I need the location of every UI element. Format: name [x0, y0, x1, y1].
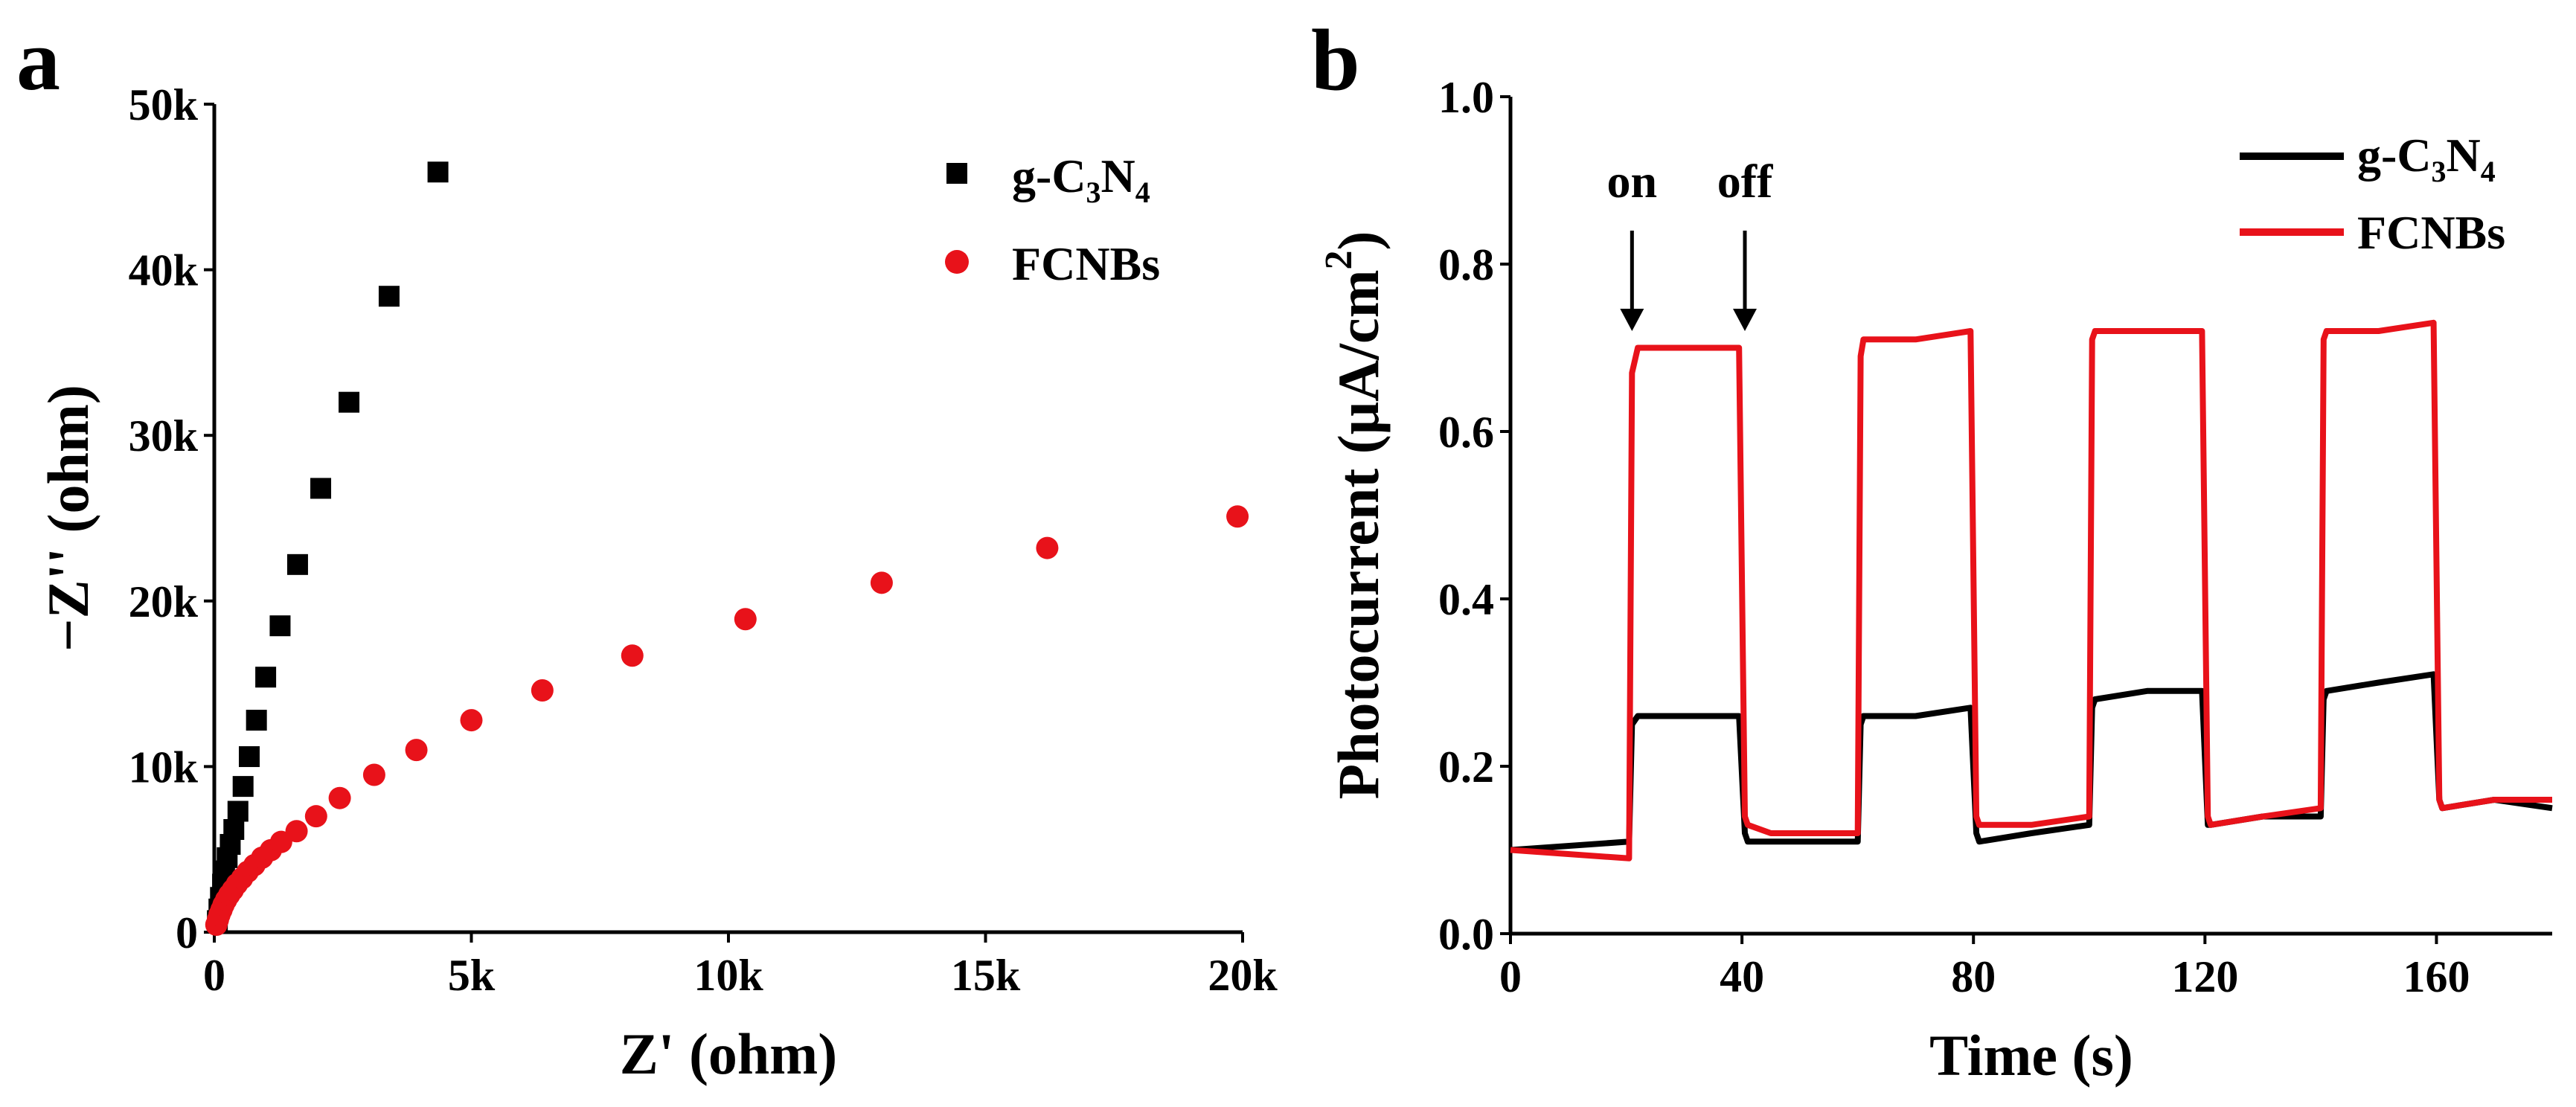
data-point-square — [246, 710, 267, 731]
series-line-fcnbs — [1510, 319, 2552, 861]
y-tick-label: 30k — [129, 411, 199, 461]
x-tick-label: 120 — [2171, 952, 2238, 1001]
y-tick-label: 50k — [129, 80, 199, 129]
annotation-arrow-head — [1733, 309, 1757, 331]
y-axis-label: −Z'' (ohm) — [36, 385, 100, 652]
y-tick-label: 0.8 — [1438, 240, 1494, 289]
y-tick-label: 20k — [129, 577, 199, 626]
x-tick-label: 15k — [951, 951, 1021, 1000]
data-point-circle — [1226, 505, 1249, 528]
data-point-circle — [328, 786, 351, 809]
data-point-square — [269, 615, 291, 637]
legend: g-C3N4 FCNBs — [945, 150, 1160, 290]
data-point-square — [238, 746, 260, 768]
x-axis-label: Time (s) — [1929, 1023, 2133, 1088]
legend: g-C3N4 FCNBs — [2240, 129, 2505, 259]
y-tick-label: 40k — [129, 246, 199, 295]
x-tick-label: 10k — [693, 951, 763, 1000]
data-point-circle — [531, 679, 554, 702]
chart-b-photocurrent: 0 40 80 120 160 0.0 0.2 0.4 0.6 0.8 1.0 Time (s) Pho… — [1318, 73, 2553, 1088]
legend-label-fcnbs: FCNBs — [2357, 206, 2505, 259]
y-tick-label: 0.0 — [1438, 910, 1494, 959]
legend-label-g-c3n4: g-C3N4 — [1012, 150, 1150, 209]
data-point-circle — [285, 820, 308, 843]
data-point-square — [378, 286, 400, 307]
x-tick-label: 160 — [2403, 952, 2470, 1001]
data-point-circle — [621, 644, 644, 667]
y-tick-label: 0.4 — [1438, 575, 1494, 624]
x-tick-label: 20k — [1208, 951, 1278, 1000]
y-tick-label: 1.0 — [1438, 73, 1494, 122]
data-point-circle — [870, 571, 893, 594]
data-point-circle — [362, 763, 385, 786]
annotation-off: off — [1717, 155, 1773, 208]
data-point-square — [223, 818, 245, 840]
x-tick-label: 80 — [1951, 952, 1996, 1001]
legend-marker-circle — [945, 250, 969, 274]
data-point-square — [227, 800, 249, 822]
data-point-circle — [734, 608, 757, 631]
x-axis-label: Z' (ohm) — [620, 1021, 838, 1086]
legend-label-g-c3n4: g-C3N4 — [2357, 129, 2496, 188]
chart-a-impedance: 0 5k 10k 15k 20k 0 10k 20k 30k 40k 50k Z' (ohm) −Z''… — [36, 80, 1278, 1086]
annotation-arrow-head — [1620, 309, 1644, 331]
data-point-circle — [405, 739, 428, 762]
data-point-circle — [304, 805, 327, 828]
data-point-circle — [1036, 536, 1059, 559]
y-tick-label: 0 — [176, 908, 198, 957]
panel-letter-a: a — [16, 11, 60, 109]
data-point-circle — [460, 709, 483, 732]
data-point-square — [286, 554, 308, 575]
series-g-c3n4 — [207, 161, 449, 931]
data-point-square — [427, 161, 449, 183]
x-tick-label: 0 — [203, 951, 225, 1000]
x-tick-label: 40 — [1720, 952, 1764, 1001]
x-tick-label: 0 — [1499, 952, 1522, 1001]
data-point-square — [232, 776, 254, 798]
y-tick-label: 0.2 — [1438, 742, 1494, 792]
legend-marker-square — [946, 163, 967, 184]
legend-label-fcnbs: FCNBs — [1012, 237, 1160, 290]
y-tick-label: 0.6 — [1438, 408, 1494, 457]
y-tick-label: 10k — [129, 742, 199, 792]
y-axis-label: Photocurrent (μA/cm2) — [1318, 231, 1391, 799]
annotation-on: on — [1607, 155, 1658, 208]
data-point-square — [310, 478, 332, 499]
data-point-square — [339, 391, 360, 413]
x-tick-label: 5k — [448, 951, 496, 1000]
series-fcnbs — [205, 505, 1249, 936]
data-point-square — [255, 667, 277, 688]
panel-letter-b: b — [1311, 11, 1360, 109]
